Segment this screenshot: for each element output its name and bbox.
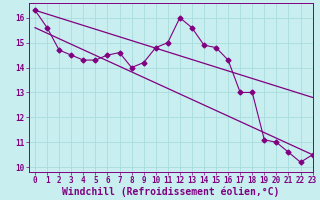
X-axis label: Windchill (Refroidissement éolien,°C): Windchill (Refroidissement éolien,°C) xyxy=(62,187,279,197)
